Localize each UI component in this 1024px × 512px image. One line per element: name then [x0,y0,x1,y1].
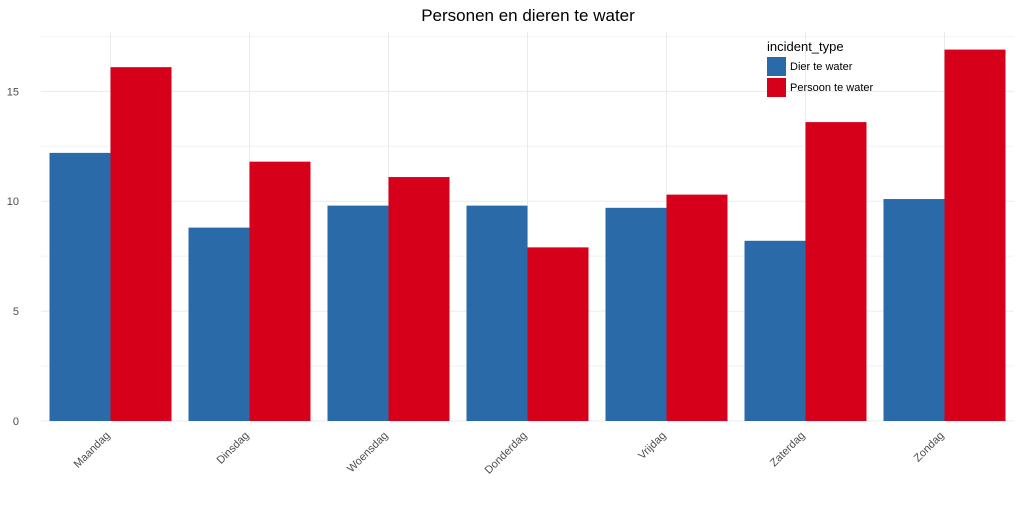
x-axis-ticks: Maandag Dinsdag Woensdag Donderdag Vrijdag Za… [72,430,947,477]
bar-persoon-woensdag [388,177,450,421]
bar-dier-maandag [49,152,111,421]
y-tick-label: 0 [13,416,19,428]
bar-persoon-dinsdag [249,161,311,421]
x-tick-label: Vrijdag [636,430,668,462]
bar-persoon-zondag [944,49,1006,422]
y-tick-label: 10 [7,196,19,208]
chart-title: Personen en dieren te water [421,6,635,25]
bar-persoon-donderdag [527,247,589,421]
legend-swatch [767,57,786,76]
bar-dier-zondag [883,199,945,421]
bars [49,49,1006,422]
legend-label: Dier te water [790,61,853,73]
bar-persoon-maandag [110,67,172,421]
bar-dier-zaterdag [744,240,806,421]
bar-dier-dinsdag [188,227,250,421]
x-tick-label: Donderdag [483,430,530,477]
legend-label: Persoon te water [790,82,873,94]
x-tick-label: Zondag [912,430,947,465]
y-tick-label: 15 [7,86,19,98]
x-tick-label: Dinsdag [215,430,252,467]
legend-swatch [767,78,786,97]
x-tick-label: Maandag [72,430,113,471]
legend-title: incident_type [767,39,844,54]
bar-dier-donderdag [466,205,528,421]
legend: incident_type Dier te water Persoon te wa… [767,39,873,97]
x-tick-label: Woensdag [345,430,391,476]
y-axis-ticks: 0 5 10 15 [7,86,19,428]
bar-persoon-zaterdag [805,122,867,421]
bar-dier-woensdag [327,205,389,421]
bar-dier-vrijdag [605,207,667,421]
y-tick-label: 5 [13,306,19,318]
x-tick-label: Zaterdag [768,430,808,470]
bar-persoon-vrijdag [666,194,728,421]
